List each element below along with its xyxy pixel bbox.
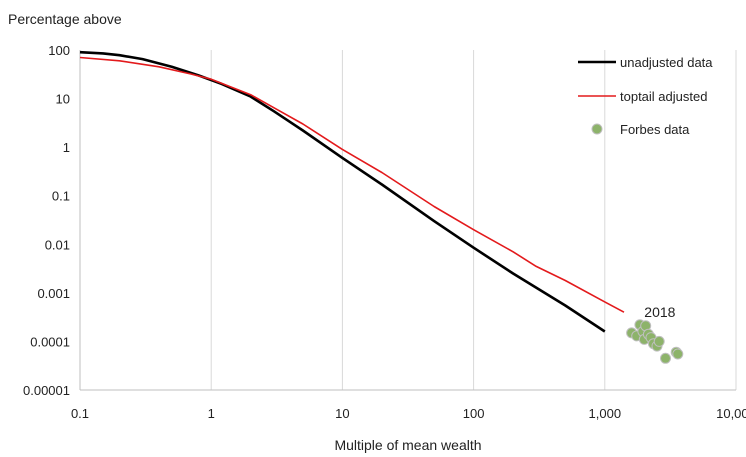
y-tick-label: 0.001 [37,286,70,301]
x-tick-label: 10 [335,406,349,421]
legend-label-2: Forbes data [620,122,690,137]
y-axis-label: Percentage above [8,11,122,27]
forbes-point [660,352,671,364]
forbes-point [653,335,665,347]
y-tick-label: 0.0001 [30,334,70,349]
forbes-point [672,348,684,360]
series-layer [79,50,684,364]
x-tick-label: 1,000 [589,406,622,421]
y-tick-label: 0.00001 [23,383,70,398]
y-tick-label: 0.01 [45,237,70,252]
y-tick-label: 10 [56,92,70,107]
x-tick-label: 0.1 [71,406,89,421]
x-tick-labels: 0.1 1 10 100 1,000 10,000 [71,406,746,421]
legend-swatch-2 [591,123,603,135]
annotations: 2018 [644,304,675,320]
series-line-0 [79,50,606,333]
axes [79,50,736,391]
legend: unadjusted data toptail adjusted Forbes da… [578,55,713,137]
x-tick-label: 100 [463,406,485,421]
x-tick-label: 10,000 [716,406,746,421]
y-tick-label: 1 [63,140,70,155]
y-tick-label: 0.1 [52,189,70,204]
legend-label-0: unadjusted data [620,55,713,70]
legend-label-1: toptail adjusted [620,89,707,104]
x-tick-label: 1 [208,406,215,421]
x-axis-label: Multiple of mean wealth [334,437,481,453]
y-tick-label: 100 [48,43,70,58]
series-line-1 [79,56,625,313]
annotation-label: 2018 [644,304,675,320]
y-tick-labels: 100 10 1 0.1 0.01 0.001 0.0001 0.00001 [23,43,70,398]
grid-lines [210,50,737,390]
